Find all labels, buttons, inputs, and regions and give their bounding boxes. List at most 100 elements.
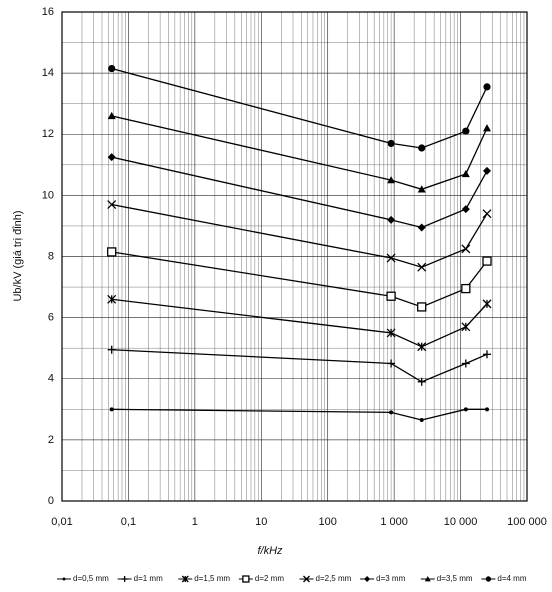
marker-shape [461,283,471,294]
y-tick-label: 12 [42,128,54,140]
marker [483,166,492,175]
legend-label: d=4 mm [497,574,526,583]
y-tick-label: 2 [48,434,54,446]
marker-stroke [107,200,117,210]
marker [107,200,117,210]
marker [303,575,310,583]
y-tick-label: 10 [42,189,54,201]
marker [242,575,250,583]
series-line [111,298,488,348]
marker-shape [485,407,490,412]
marker-shape [418,144,426,152]
marker-shape [424,576,431,582]
marker [107,111,116,120]
x-tick-label: 10 [255,516,267,528]
marker [386,291,396,301]
legend-label: d=3 mm [376,574,405,583]
marker-shape [417,223,426,232]
marker-shape [483,166,492,175]
marker-shape [485,576,492,582]
marker [181,575,189,583]
series-line [111,349,488,383]
marker [417,262,427,272]
plot-frame [61,11,528,502]
marker-shape [387,139,395,148]
marker-shape [417,302,427,312]
marker-stroke [461,244,471,254]
marker [109,407,114,412]
marker [108,64,116,73]
marker [485,576,492,582]
marker [461,205,470,214]
y-tick-label: 4 [48,373,54,385]
series-line [111,156,488,229]
x-tick-label: 100 [319,516,337,528]
marker-shape [483,83,491,91]
legend-label: d=0,5 mm [73,574,109,583]
marker [482,299,492,309]
series-line [111,251,488,308]
marker-shape [242,575,250,583]
marker-stroke [386,253,396,263]
marker-shape [107,111,116,120]
marker-shape [387,215,396,224]
marker [461,359,470,368]
x-tick-label: 1 000 [380,516,408,528]
marker-stroke [303,575,310,583]
marker-stroke [417,262,427,272]
marker [417,377,426,386]
x-tick-label: 0,1 [121,516,136,528]
marker [485,407,490,412]
marker [482,256,492,266]
marker-shape [108,64,116,73]
marker [417,223,426,232]
marker-shape [386,291,396,301]
marker [483,83,491,91]
marker [482,209,492,219]
marker-shape [462,127,470,135]
marker [387,359,396,368]
marker-shape [483,124,492,132]
marker-shape [461,205,470,214]
series-line [111,408,488,421]
marker [424,576,431,582]
legend-label: d=3,5 mm [437,574,473,583]
marker-shape [461,169,470,178]
marker [418,144,426,152]
y-tick-label: 14 [42,67,54,79]
marker [461,169,470,178]
x-tick-label: 10 000 [444,516,478,528]
marker [364,576,371,582]
legend-label: d=2,5 mm [316,574,352,583]
marker-shape [107,247,117,257]
marker [419,418,424,423]
marker-shape [107,153,116,162]
marker [107,294,117,304]
marker [461,283,471,294]
marker-shape [109,407,114,412]
marker [389,410,394,415]
marker [62,577,66,581]
x-tick-label: 1 [192,516,198,528]
legend-label: d=1 mm [134,574,163,583]
series-line [111,203,488,268]
marker-shape [387,176,396,184]
marker [386,253,396,263]
marker [417,302,427,312]
marker [387,215,396,224]
marker-shape [62,577,66,581]
x-tick-label: 100 000 [507,516,547,528]
marker-shape [463,407,468,412]
x-axis-label: f/kHz [257,545,283,557]
marker-shape [419,418,424,423]
y-tick-label: 16 [42,6,54,18]
x-tick-label: 0,01 [51,516,72,528]
series-line [111,115,488,190]
y-tick-label: 6 [48,312,54,324]
marker [387,139,395,148]
marker [107,345,116,354]
marker-shape [482,256,492,266]
y-axis-label: Ub/kV (giá trị đỉnh) [12,210,24,301]
